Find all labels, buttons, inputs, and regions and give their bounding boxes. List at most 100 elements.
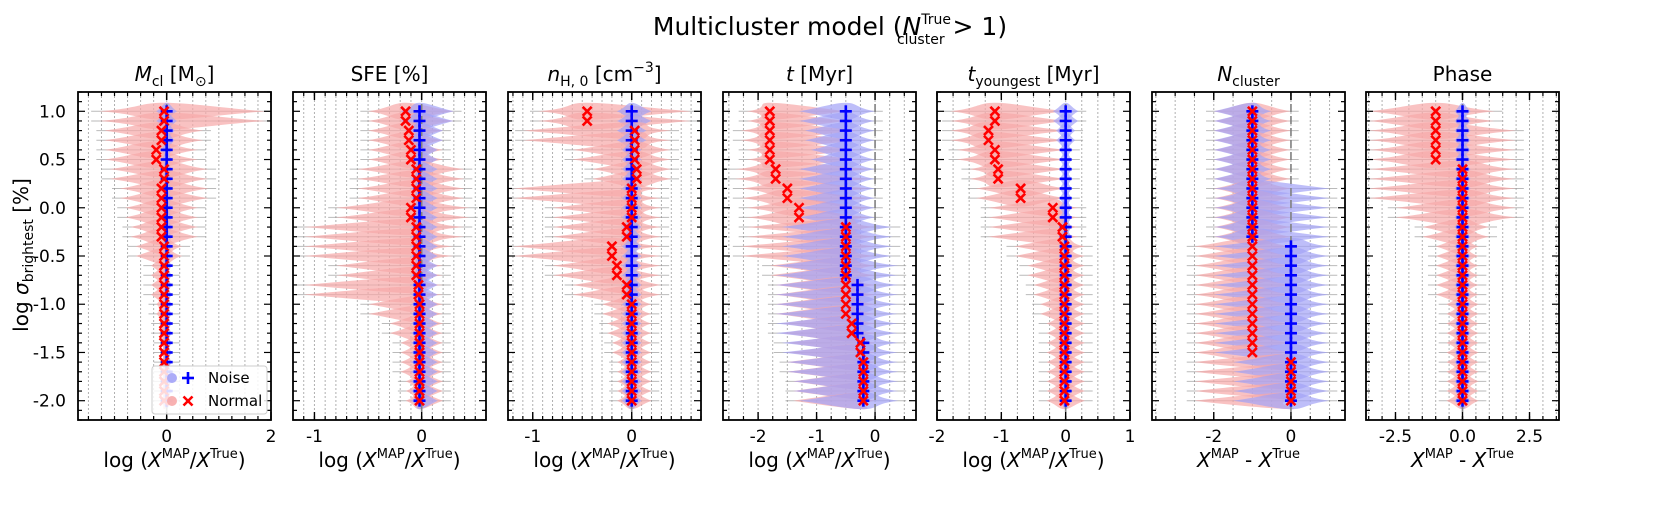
normal-median-marker (405, 154, 417, 165)
normal-median-marker (1457, 231, 1468, 243)
y-ticks (937, 91, 1130, 421)
normal-violin (1368, 122, 1517, 140)
normal-median-marker (1058, 269, 1070, 281)
x-tick-label: 0 (626, 427, 637, 447)
x-ticks: -2 -1 0 1 (929, 92, 1136, 447)
x-tick-label: 0.0 (1449, 427, 1476, 447)
normal-median-marker (414, 375, 425, 387)
x-tick-label: 0 (416, 427, 427, 447)
normal-median-marker (764, 115, 776, 127)
normal-median-marker (1246, 347, 1258, 358)
normal-median-marker (1015, 183, 1027, 194)
y-tick-label: -1.0 (33, 295, 66, 315)
noise-violin (799, 392, 899, 410)
normal-median-marker (1058, 308, 1070, 320)
normal-median-marker (846, 318, 858, 329)
x-axis-label-3: log (XMAP/XTrue) (533, 447, 675, 472)
normal-median-marker (629, 134, 641, 146)
normal-violin (537, 112, 692, 130)
x-tick-label: 0 (870, 427, 881, 447)
y-ticks (1152, 91, 1345, 421)
x-tick-label: -1 (524, 427, 541, 447)
x-tick-label: 1 (1125, 427, 1136, 447)
x-ticks: -2.5 0.0 2.5 (1368, 92, 1557, 447)
panel-7: -2.5 0.0 2.5 Phase XMAP - XTrue (1365, 62, 1560, 472)
normal-median-marker (1057, 231, 1068, 243)
normal-median-marker (781, 183, 793, 194)
normal-median-marker (626, 298, 638, 310)
normal-violin (949, 131, 1066, 149)
normal-median-marker (626, 327, 638, 339)
panel-2: -1 0 SFE [%] log (XMAP/XTrue) (292, 62, 487, 472)
normal-median-marker (156, 211, 167, 223)
legend-label: Noise (208, 369, 250, 387)
normal-median-marker (158, 269, 170, 281)
normal-median-marker (158, 250, 170, 262)
normal-median-marker (156, 221, 167, 233)
normal-violin (104, 141, 198, 159)
normal-median-marker (1058, 375, 1070, 387)
normal-median-marker (1457, 289, 1468, 301)
normal-median-marker (626, 211, 638, 223)
normal-median-marker (626, 318, 638, 329)
normal-median-marker (1457, 192, 1468, 204)
legend-noise-marker (182, 372, 194, 384)
normal-median-marker (1457, 356, 1468, 368)
normal-median-marker (403, 125, 415, 137)
normal-median-marker (1457, 173, 1468, 185)
normal-median-marker (626, 347, 638, 358)
normal-median-marker (764, 125, 776, 137)
normal-median-marker (158, 347, 170, 358)
normal-median-marker (1430, 134, 1442, 146)
normal-median-marker (1430, 115, 1442, 127)
x-tick-label: -1 (993, 427, 1010, 447)
normal-median-marker (621, 289, 633, 301)
normal-median-marker (1285, 375, 1297, 387)
panel-5: -2 -1 0 1 tyoungest [Myr] log (XMAP/XTrue) (929, 62, 1136, 472)
normal-median-marker (158, 163, 170, 175)
normal-median-marker (1457, 202, 1468, 214)
normal-violin (335, 199, 470, 217)
normal-median-marker (840, 240, 852, 252)
panel-3: -1 0 nH, 0 [cm−3] log (XMAP/XTrue) (507, 60, 702, 472)
normal-median-marker (989, 115, 1001, 127)
normal-median-marker (857, 375, 869, 387)
y-tick-label: -2.0 (33, 392, 66, 412)
normal-median-marker (1246, 279, 1258, 291)
normal-median-marker (1285, 356, 1297, 368)
legend-box (151, 365, 268, 415)
normal-median-marker (1457, 183, 1468, 194)
normal-median-marker (1246, 221, 1258, 233)
normal-median-marker (158, 318, 170, 329)
normal-median-marker (150, 144, 162, 156)
normal-median-marker (1246, 269, 1258, 281)
x-ticks: -1 0 (303, 92, 487, 447)
normal-median-marker (992, 173, 1004, 185)
y-tick-label: 1.0 (39, 102, 66, 122)
normal-median-marker (1246, 327, 1258, 339)
normal-median-marker (158, 327, 170, 339)
normal-median-marker (1430, 144, 1442, 156)
normal-median-marker (989, 105, 1001, 117)
normal-median-marker (840, 308, 852, 320)
normal-median-marker (1430, 105, 1442, 117)
normal-median-marker (626, 385, 638, 397)
normal-median-marker (626, 366, 638, 378)
normal-median-marker (158, 337, 170, 349)
panel-title-1: Mcl [M⊙] (135, 62, 215, 90)
normal-median-marker (410, 260, 422, 272)
normal-violin (969, 170, 1066, 188)
y-tick-label: -0.5 (33, 247, 66, 267)
legend-swatch (167, 396, 177, 406)
normal-median-marker (400, 105, 412, 117)
normal-median-marker (410, 173, 422, 185)
y-axis-label: log σbrightest [%] (9, 178, 37, 332)
noise-violin (775, 257, 899, 275)
normal-median-marker (1457, 260, 1468, 272)
x-ticks: -1 0 (512, 92, 702, 447)
x-axis-label-6: XMAP - XTrue (1196, 447, 1300, 472)
legend-label: Normal (208, 392, 262, 410)
normal-median-marker (989, 144, 1001, 156)
normal-median-marker (1246, 318, 1258, 329)
normal-median-marker (158, 298, 170, 310)
